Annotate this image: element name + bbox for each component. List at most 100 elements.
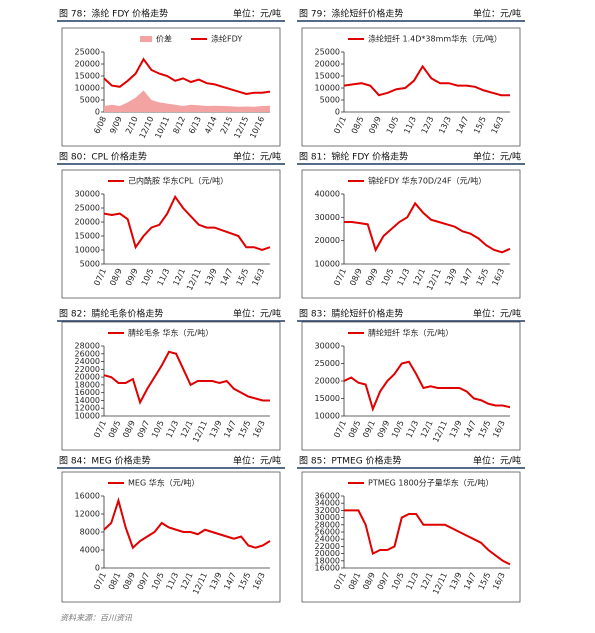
chart-frame: [61, 321, 281, 451]
x-tick-label: 6/13: [187, 115, 203, 135]
legend-swatch: [140, 36, 152, 42]
line: [103, 496, 271, 550]
unit-label: 单位：元/吨: [233, 455, 281, 467]
x-tick-label: 10/5: [150, 571, 166, 591]
x-tick-label: 08/9: [348, 267, 364, 287]
y-tick-label: 25000: [315, 359, 340, 368]
x-tick-label: 16/3: [250, 267, 266, 287]
x-tick-label: 15/5: [237, 419, 253, 439]
x-tick-label: 10/5: [390, 571, 406, 591]
y-tick-label: 25000: [75, 48, 100, 57]
x-tick-label: 13/3: [437, 115, 453, 135]
x-tick-label: 14/7: [219, 267, 235, 287]
figure-title: 图 81：锦纶 FDY 价格走势: [299, 151, 408, 163]
y-tick-label: 18000: [75, 380, 100, 389]
x-tick-label: 4/14: [203, 115, 219, 135]
figure-title: 图 78：涤纶 FDY 价格走势: [59, 8, 168, 20]
line: [103, 57, 271, 96]
x-tick-label: 08/9: [108, 267, 124, 287]
x-tick-label: 11/3: [402, 115, 418, 135]
x-tick-label: 8/12: [171, 115, 187, 135]
legend-label: 涤纶FDY: [211, 34, 242, 44]
x-tick-label: 10/16: [248, 115, 266, 140]
y-tick-label: 26000: [75, 349, 100, 358]
x-tick-label: 13/9: [208, 419, 224, 439]
x-tick-label: 12/11: [425, 267, 443, 292]
area: [104, 90, 270, 112]
x-tick-label: 15/5: [235, 267, 251, 287]
x-tick-label: 16/3: [251, 571, 267, 591]
y-tick-label: 15000: [315, 72, 340, 81]
line: [344, 201, 511, 254]
figure-title: 图 84：MEG 价格走势: [59, 455, 151, 467]
x-tick-label: 15/5: [237, 571, 253, 591]
y-tick-label: 24000: [75, 357, 100, 366]
x-tick-label: 14/7: [455, 115, 471, 135]
x-tick-label: 11/3: [156, 267, 172, 287]
y-tick-label: 15000: [75, 232, 100, 241]
x-tick-label: 16/3: [251, 419, 267, 439]
x-tick-label: 11/3: [396, 267, 412, 287]
x-tick-label: 13/9: [448, 571, 464, 591]
x-tick-label: 09/9: [376, 419, 392, 439]
y-tick-label: 10000: [315, 412, 340, 421]
y-tick-label: 28000: [75, 342, 100, 351]
unit-label: 单位：元/吨: [473, 308, 521, 320]
y-tick-label: 20000: [75, 218, 100, 227]
y-tick-label: 10000: [75, 84, 100, 93]
source-note: 资料来源：百川资讯: [60, 614, 133, 623]
x-tick-label: 08/5: [350, 115, 366, 135]
y-tick-label: 0: [95, 564, 100, 573]
x-tick-label: 08/5: [347, 419, 363, 439]
x-tick-label: 14/7: [462, 419, 478, 439]
x-tick-label: 09/1: [361, 419, 377, 439]
x-tick-label: 12/3: [420, 115, 436, 135]
x-tick-label: 09/7: [136, 571, 152, 591]
y-tick-label: 16000: [75, 492, 100, 501]
y-tick-label: 14000: [75, 396, 100, 405]
y-tick-label: 20000: [315, 60, 340, 69]
line: [344, 509, 511, 566]
x-tick-label: 07/1: [332, 571, 348, 591]
x-tick-label: 2/15: [219, 115, 235, 135]
y-tick-label: 24000: [315, 535, 340, 544]
x-tick-label: 10/5: [140, 267, 156, 287]
x-tick-label: 10/11: [153, 115, 171, 140]
x-tick-label: 07/1: [332, 419, 348, 439]
unit-label: 单位：元/吨: [473, 8, 521, 20]
y-tick-label: 30000: [315, 342, 340, 351]
y-tick-label: 16000: [315, 564, 340, 573]
chart-frame: [61, 471, 281, 603]
x-tick-label: 10/5: [150, 419, 166, 439]
x-tick-label: 07/1: [332, 115, 348, 135]
x-tick-label: 14/7: [222, 571, 238, 591]
figure-title: 图 83：腈纶短纤价格走势: [299, 308, 403, 320]
x-tick-label: 6/08: [92, 115, 108, 135]
y-tick-label: 10000: [75, 246, 100, 255]
y-tick-label: 10000: [315, 260, 340, 269]
y-tick-label: 4000: [80, 546, 100, 555]
y-tick-label: 5000: [80, 260, 100, 269]
legend-label: 锦纶FDY 华东70D/24F（元/吨）: [368, 176, 486, 186]
legend-label: MEG 华东（元/吨）: [128, 478, 199, 488]
y-tick-label: 20000: [315, 236, 340, 245]
x-tick-label: 15/5: [477, 419, 493, 439]
y-tick-label: 15000: [315, 394, 340, 403]
unit-label: 单位：元/吨: [233, 151, 281, 163]
x-tick-label: 11/3: [405, 571, 421, 591]
figure-title: 图 85：PTMEG 价格走势: [299, 455, 402, 467]
line: [343, 360, 511, 413]
y-tick-label: 20000: [315, 377, 340, 386]
legend-label: 腈纶毛条 华东（元/吨）: [128, 328, 213, 338]
legend-label: 腈纶短纤 华东（元/吨）: [368, 328, 453, 338]
chart-frame: [61, 169, 281, 299]
unit-label: 单位：元/吨: [473, 151, 521, 163]
unit-label: 单位：元/吨: [233, 8, 281, 20]
y-tick-label: 25000: [75, 204, 100, 213]
y-tick-label: 16000: [75, 388, 100, 397]
y-tick-label: 36000: [315, 492, 340, 501]
x-tick-label: 11/3: [165, 419, 181, 439]
x-tick-label: 14/7: [222, 419, 238, 439]
x-tick-label: 09/9: [364, 267, 380, 287]
x-tick-label: 07/1: [92, 571, 108, 591]
